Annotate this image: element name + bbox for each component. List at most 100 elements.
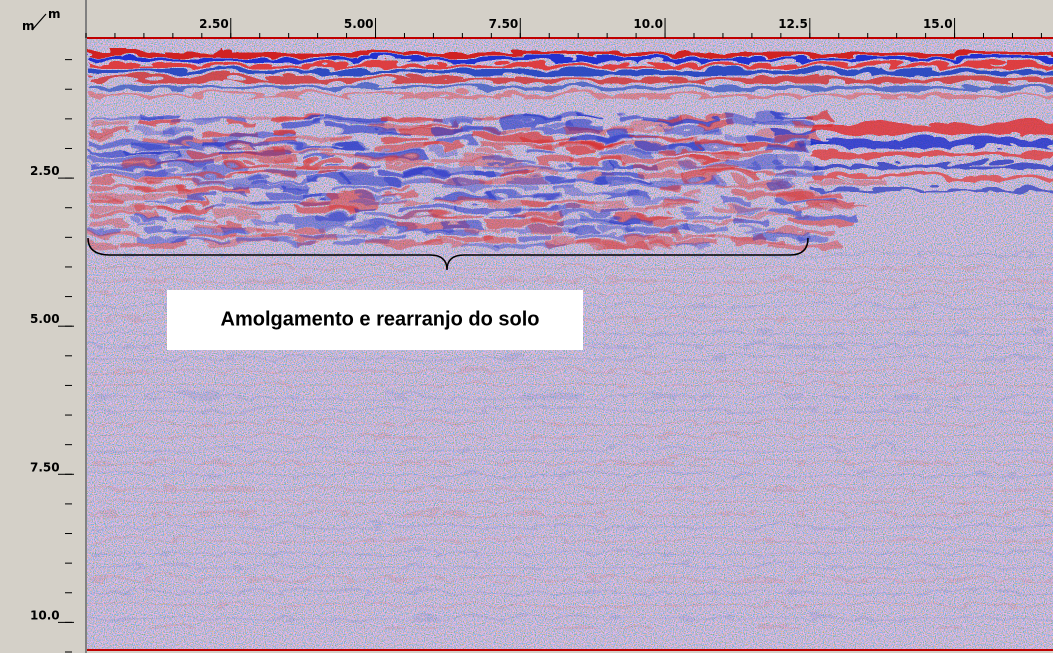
x-unit: m: [48, 7, 61, 21]
band: [196, 127, 253, 133]
band: [720, 196, 746, 202]
band: [732, 210, 804, 214]
band: [86, 471, 1053, 473]
band: [510, 209, 561, 215]
band: [86, 182, 151, 186]
band: [727, 118, 753, 125]
band: [388, 223, 449, 227]
band: [764, 145, 798, 150]
band: [602, 139, 664, 146]
band: [383, 175, 456, 182]
band: [86, 354, 1053, 356]
band: [86, 60, 1053, 64]
band: [524, 146, 551, 151]
band: [86, 497, 1053, 499]
band: [133, 232, 189, 239]
band: [227, 231, 275, 236]
band: [86, 250, 1053, 252]
band: [653, 113, 680, 120]
band: [302, 155, 336, 160]
band: [167, 225, 244, 230]
y-unit: m: [22, 19, 35, 33]
band: [156, 124, 190, 129]
band: [263, 189, 320, 195]
band: [528, 190, 560, 195]
band: [532, 153, 571, 160]
band: [633, 167, 679, 173]
band: [86, 229, 135, 234]
band: [212, 209, 256, 216]
band: [397, 166, 430, 172]
band: [86, 54, 1053, 58]
band: [501, 175, 573, 181]
band: [791, 210, 853, 217]
band: [600, 239, 666, 244]
band: [298, 189, 336, 194]
band: [428, 146, 455, 151]
band: [86, 445, 1053, 447]
band: [251, 223, 279, 229]
band: [695, 119, 734, 126]
band: [120, 147, 178, 152]
band: [415, 119, 456, 124]
band: [86, 562, 1053, 564]
band: [655, 180, 677, 186]
band: [377, 134, 426, 138]
annotation: Amolgamento e rearranjo do solo: [221, 308, 540, 330]
band: [703, 162, 737, 167]
band: [635, 176, 715, 181]
band: [641, 117, 720, 121]
band: [376, 230, 403, 236]
band: [283, 132, 350, 138]
band: [641, 202, 686, 206]
band: [190, 113, 242, 118]
band: [482, 217, 561, 223]
band: [803, 197, 851, 203]
band: [522, 111, 593, 116]
band: [731, 203, 760, 210]
band: [167, 160, 203, 166]
band: [167, 211, 200, 216]
band: [725, 112, 780, 119]
band: [350, 204, 372, 208]
band: [291, 236, 316, 241]
band: [606, 120, 670, 127]
band: [261, 134, 296, 141]
band: [671, 239, 709, 243]
band: [615, 112, 677, 118]
band: [86, 614, 1053, 616]
band: [529, 167, 555, 173]
band: [544, 174, 606, 179]
band: [224, 127, 291, 134]
band: [483, 189, 558, 194]
band: [137, 189, 208, 194]
band: [279, 183, 304, 189]
band: [86, 510, 1053, 512]
band: [141, 175, 219, 179]
band: [451, 202, 517, 208]
band: [296, 195, 373, 202]
band: [364, 237, 442, 244]
band: [655, 173, 683, 178]
band: [808, 120, 1053, 130]
band: [551, 183, 574, 188]
band: [762, 225, 830, 231]
band: [86, 138, 165, 144]
band: [263, 167, 340, 173]
band: [440, 180, 491, 187]
band: [374, 146, 420, 151]
band: [734, 176, 783, 182]
band: [445, 117, 471, 123]
x-tick-label: 2.50: [199, 17, 229, 31]
x-tick-label: 10.0: [633, 17, 663, 31]
band: [340, 169, 373, 176]
band: [769, 159, 813, 164]
band: [564, 160, 611, 167]
band: [474, 145, 508, 152]
band: [801, 110, 828, 117]
band: [605, 180, 675, 185]
band: [689, 154, 726, 159]
band: [291, 160, 366, 167]
band: [793, 232, 824, 238]
band: [86, 523, 1053, 525]
